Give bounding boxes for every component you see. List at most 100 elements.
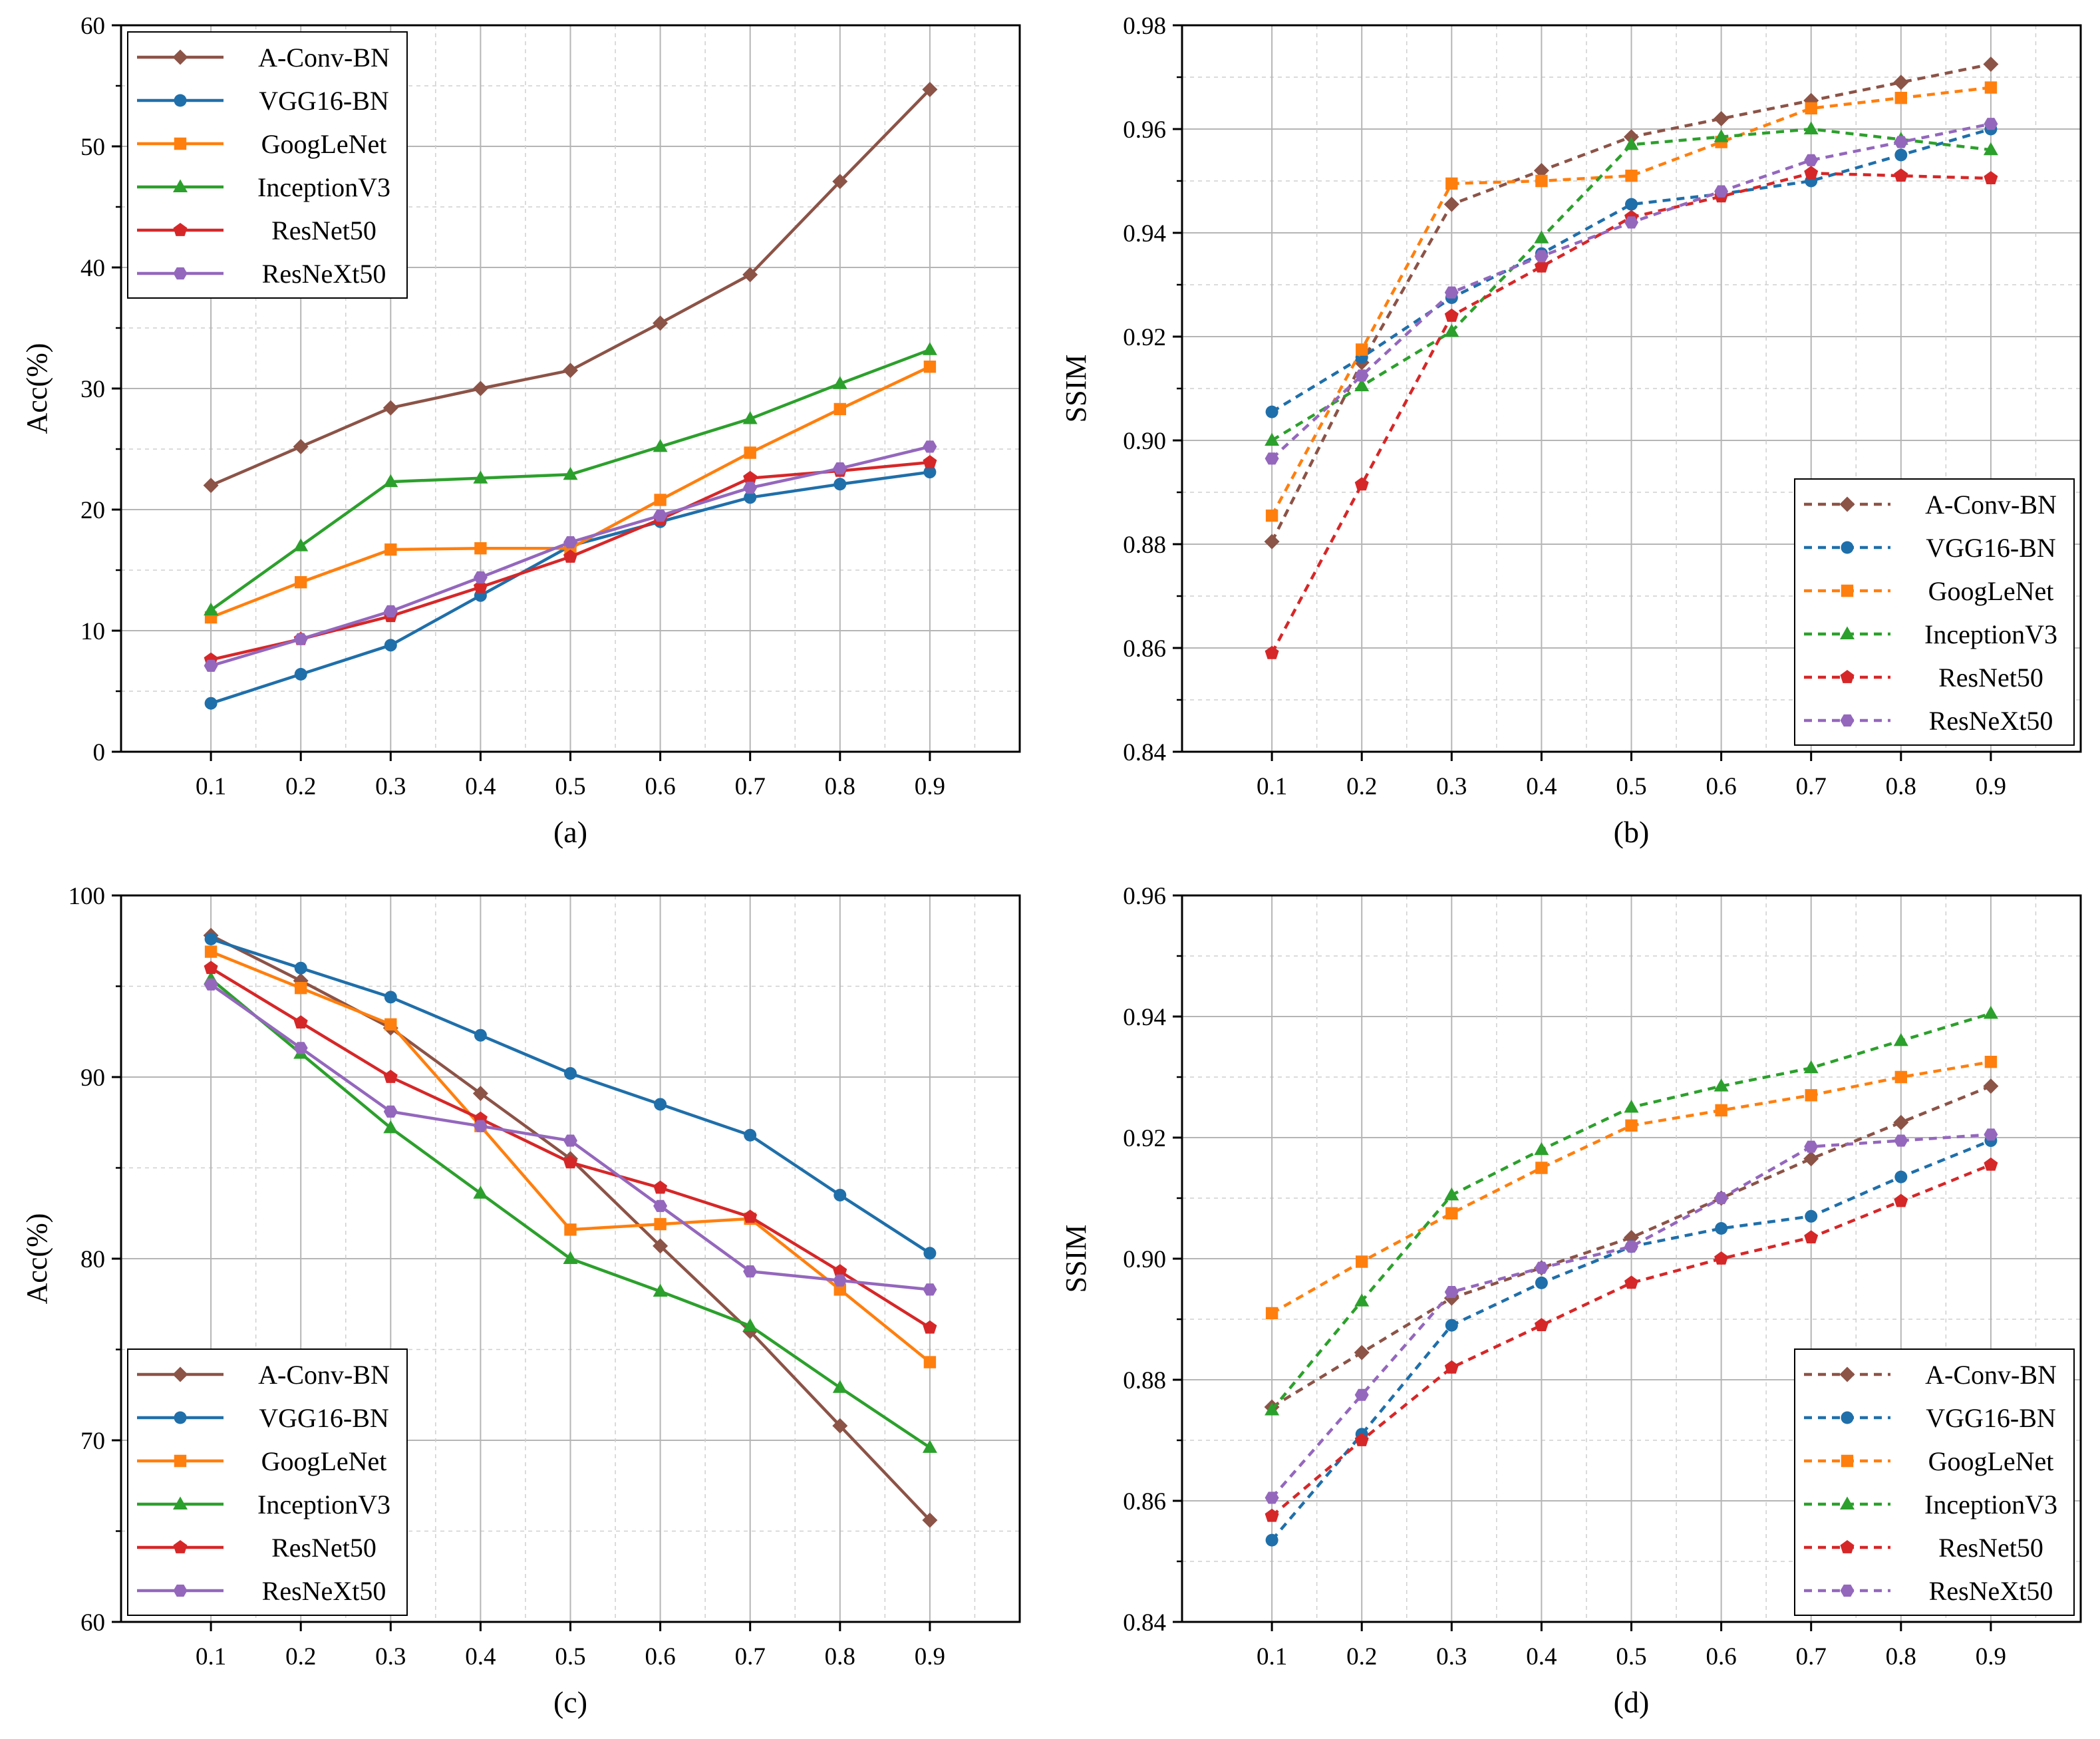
legend-swatch-marker <box>173 223 188 236</box>
legend-swatch-marker <box>1841 584 1854 597</box>
data-point <box>1265 452 1279 465</box>
x-tick-label: 0.6 <box>645 773 675 800</box>
data-point <box>744 491 757 504</box>
data-point <box>204 961 218 975</box>
series-resnet50 <box>204 961 937 1334</box>
data-point <box>384 1018 397 1030</box>
series-resnet50 <box>1265 1157 1998 1522</box>
legend-box <box>1794 1348 2075 1616</box>
legend-label: ResNet50 <box>271 1533 376 1563</box>
y-tick-label: 0.92 <box>1123 1125 1166 1152</box>
data-point <box>923 361 937 373</box>
data-point <box>744 1128 757 1142</box>
x-tick-label: 0.5 <box>1616 773 1646 800</box>
data-point <box>1354 378 1370 392</box>
data-point <box>653 1180 668 1194</box>
data-point <box>294 668 307 681</box>
data-point <box>1714 1251 1729 1265</box>
data-point <box>742 1318 758 1331</box>
legend: A-Conv-BN VGG16-BN GoogLeNet InceptionV3 Res… <box>1794 1348 2075 1616</box>
data-point <box>742 411 758 424</box>
legend-label: GoogLeNet <box>261 129 387 159</box>
data-point <box>384 639 397 652</box>
data-point <box>923 1320 937 1334</box>
data-point <box>1624 1100 1639 1113</box>
x-tick-label: 0.9 <box>915 773 945 800</box>
y-tick-label: 0.94 <box>1123 1004 1166 1031</box>
data-point <box>1714 1078 1729 1092</box>
data-point <box>743 482 758 494</box>
data-point <box>563 363 578 379</box>
data-point <box>923 1247 937 1260</box>
legend-swatch-marker <box>174 1454 187 1468</box>
series-line <box>1271 1133 1992 1499</box>
data-point <box>473 571 488 583</box>
series-line <box>1271 1084 1992 1408</box>
data-point <box>743 470 758 484</box>
data-point <box>1984 1157 1998 1171</box>
chart-panel-d: 0.84 0.86 0.88 0.90 0.92 0.94 0.96 0.1 0.2 0.3 0.4… <box>1060 883 2082 1719</box>
data-point <box>1983 1005 1998 1019</box>
x-tick-label: 0.6 <box>645 1643 675 1670</box>
data-point <box>1444 1360 1459 1374</box>
x-tick-label: 0.7 <box>735 1643 766 1670</box>
data-point <box>1534 259 1549 273</box>
x-tick-label: 0.2 <box>1346 1643 1377 1670</box>
x-tick-label: 0.6 <box>1706 773 1736 800</box>
x-tick-label: 0.2 <box>1346 773 1377 800</box>
data-point <box>1354 1388 1369 1401</box>
data-point <box>744 446 756 459</box>
data-point <box>833 1188 847 1201</box>
x-tick-label: 0.7 <box>1796 1643 1827 1670</box>
data-point <box>1265 432 1280 446</box>
data-point <box>1894 136 1908 148</box>
data-point <box>922 1440 937 1453</box>
data-point <box>383 474 398 488</box>
panel-caption: (a) <box>553 815 587 849</box>
x-tick-label: 0.1 <box>196 1643 226 1670</box>
data-point <box>743 1265 758 1278</box>
data-point <box>293 538 309 552</box>
y-tick-label: 50 <box>80 134 105 161</box>
data-point <box>654 1217 667 1231</box>
x-tick-label: 0.9 <box>1976 773 2006 800</box>
legend-label: A-Conv-BN <box>1925 490 2057 520</box>
legend-swatch-marker <box>1840 1540 1855 1553</box>
x-tick-label: 0.1 <box>1257 1643 1287 1670</box>
data-point <box>1265 509 1278 522</box>
data-point <box>1893 1032 1908 1046</box>
data-point <box>1893 1114 1909 1130</box>
x-tick-label: 0.3 <box>375 1643 406 1670</box>
y-tick-label: 0 <box>93 739 106 766</box>
data-point <box>833 1264 847 1277</box>
data-point <box>653 438 668 452</box>
series-inceptionv3 <box>1265 1005 1998 1416</box>
data-point <box>1803 1060 1819 1074</box>
data-point <box>1444 1286 1459 1299</box>
x-tick-label: 0.4 <box>1526 773 1557 800</box>
x-tick-label: 0.1 <box>1257 773 1287 800</box>
data-point <box>1624 136 1639 150</box>
data-point <box>1354 1293 1370 1307</box>
data-point <box>1445 177 1458 190</box>
legend-swatch-marker <box>1840 670 1855 683</box>
data-point <box>383 1070 398 1083</box>
panel-caption: (b) <box>1614 815 1650 849</box>
x-tick-label: 0.4 <box>1526 1643 1557 1670</box>
data-point <box>832 1418 848 1434</box>
y-tick-label: 0.96 <box>1123 883 1166 910</box>
series-line <box>1271 1163 1992 1517</box>
legend-label: A-Conv-BN <box>1925 1360 2057 1390</box>
data-point <box>563 550 577 563</box>
data-point <box>1805 1209 1818 1223</box>
y-tick-label: 10 <box>80 618 105 645</box>
data-point <box>923 1356 937 1368</box>
data-point <box>923 455 937 468</box>
legend-label: ResNet50 <box>1938 1533 2043 1563</box>
legend-swatch-marker <box>1841 1411 1854 1424</box>
data-point <box>1984 1128 1998 1141</box>
data-point <box>1535 1276 1548 1289</box>
data-point <box>1893 75 1909 90</box>
chart-panel-c: 60 70 80 90 100 0.1 0.2 0.3 0.4 0.5 0.6 0.7 0.8 0.9 Ac… <box>21 883 1021 1719</box>
legend-swatch-marker <box>172 1366 188 1382</box>
